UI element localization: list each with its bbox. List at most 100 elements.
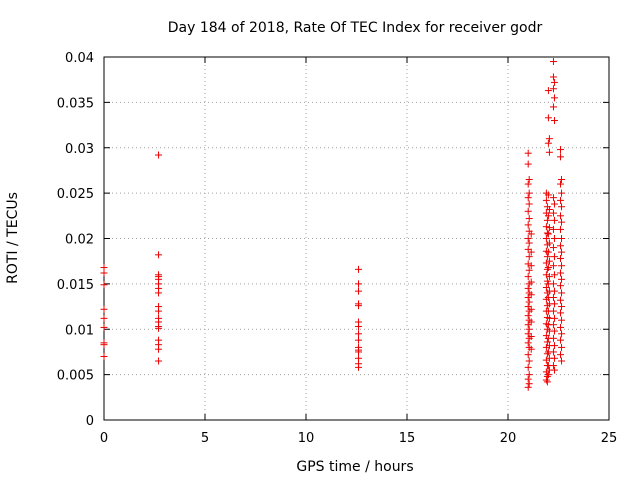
data-point	[527, 230, 535, 238]
data-point	[558, 289, 566, 297]
data-point	[524, 235, 532, 242]
data-point	[557, 296, 565, 304]
data-point	[550, 287, 558, 295]
data-point	[557, 196, 565, 204]
data-point	[155, 345, 163, 353]
y-tick-label: 0.035	[57, 96, 94, 111]
data-point	[550, 271, 558, 279]
data-point	[524, 273, 532, 281]
data-point	[525, 253, 533, 261]
data-point	[155, 357, 163, 365]
data-point	[524, 180, 532, 188]
data-point	[542, 356, 550, 364]
data-point	[549, 194, 557, 202]
data-point	[542, 271, 550, 279]
data-point	[557, 351, 565, 359]
data-point	[525, 371, 533, 379]
data-point	[558, 275, 566, 283]
data-point	[549, 209, 557, 217]
x-tick-label: 25	[601, 431, 618, 446]
data-point	[355, 323, 363, 331]
y-tick-label: 0.01	[65, 323, 94, 338]
data-point	[550, 200, 558, 208]
x-tick-label: 10	[298, 431, 315, 446]
data-point	[524, 351, 532, 359]
data-point	[557, 212, 565, 220]
axis-ticks: 0 5 10 15 20 25 0 0.005 0.01 0.015 0.02 0.025 0.03 0.…	[57, 51, 617, 446]
data-point	[355, 287, 363, 295]
data-point	[355, 265, 363, 273]
y-tick-label: 0.02	[65, 233, 94, 248]
data-point	[549, 280, 557, 288]
x-tick-label: 15	[399, 431, 416, 446]
y-tick-label: 0.005	[57, 369, 94, 384]
grid-lines	[104, 57, 609, 420]
data-point	[544, 114, 552, 122]
y-tick-label: 0.015	[57, 278, 94, 293]
data-point	[525, 298, 533, 306]
data-point	[544, 191, 552, 199]
data-point	[549, 244, 557, 252]
data-point	[527, 333, 535, 341]
data-point	[557, 146, 565, 154]
data-point	[558, 203, 566, 211]
data-point	[525, 189, 533, 197]
data-point	[524, 383, 532, 391]
data-point	[557, 323, 565, 331]
data-point	[550, 314, 558, 322]
data-point	[100, 281, 108, 289]
data-point	[549, 73, 557, 81]
data-point	[550, 327, 558, 335]
data-point	[550, 354, 558, 362]
data-point	[549, 85, 557, 93]
data-point	[549, 362, 557, 370]
data-point	[543, 338, 551, 346]
data-point	[544, 264, 552, 272]
data-point	[549, 262, 557, 270]
data-point	[525, 266, 533, 274]
x-axis-label: GPS time / hours	[296, 459, 413, 475]
data-point	[543, 378, 551, 386]
data-point	[549, 348, 557, 356]
data-point	[545, 224, 553, 232]
data-point	[545, 148, 553, 156]
data-point	[155, 289, 163, 297]
data-point	[557, 225, 565, 233]
data-point	[557, 336, 565, 344]
y-tick-label: 0.025	[57, 187, 94, 202]
data-point	[524, 339, 532, 347]
data-point	[558, 176, 566, 184]
data-point	[542, 259, 550, 267]
data-point	[100, 305, 108, 313]
data-point	[558, 357, 566, 365]
data-point	[355, 330, 363, 338]
data-point	[558, 189, 566, 197]
data-point	[550, 300, 558, 308]
data-point	[545, 239, 553, 247]
data-point	[550, 235, 558, 242]
data-point	[524, 375, 532, 383]
data-point	[525, 200, 533, 208]
data-point	[100, 269, 108, 277]
y-tick-label: 0.04	[65, 51, 94, 66]
data-point	[558, 262, 566, 270]
data-point	[550, 117, 558, 125]
data-point	[355, 336, 363, 344]
y-tick-label: 0	[86, 414, 94, 429]
data-point	[549, 321, 557, 329]
data-point	[155, 251, 163, 259]
data-point	[527, 262, 535, 270]
data-point	[542, 376, 550, 384]
data-point	[542, 223, 550, 231]
data-point	[558, 218, 566, 226]
data-point	[525, 176, 533, 184]
data-point	[558, 343, 566, 351]
data-point	[527, 305, 535, 313]
chart-title: Day 184 of 2018, Rate Of TEC Index for r…	[168, 20, 543, 36]
data-point	[550, 78, 558, 86]
data-point	[544, 230, 552, 238]
data-point	[524, 149, 532, 157]
data-point	[544, 212, 552, 220]
data-point	[527, 345, 535, 353]
